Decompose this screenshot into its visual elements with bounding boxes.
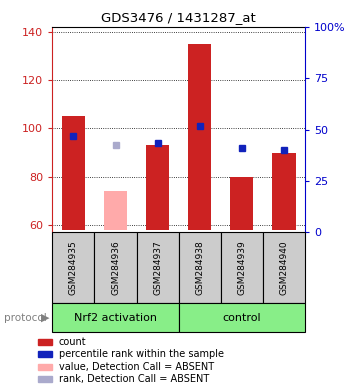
Text: GSM284940: GSM284940 [279,240,288,295]
Bar [104,191,127,230]
Bar [179,232,221,303]
Text: ▶: ▶ [41,313,49,323]
Bar [273,152,296,230]
Bar [263,232,305,303]
Bar [52,303,179,332]
Text: percentile rank within the sample: percentile rank within the sample [58,349,224,359]
Bar [38,376,52,382]
Bar [38,364,52,369]
Text: GSM284939: GSM284939 [238,240,246,295]
Bar [136,232,179,303]
Bar [188,44,211,230]
Bar [146,145,169,230]
Text: rank, Detection Call = ABSENT: rank, Detection Call = ABSENT [58,374,209,384]
Bar [221,232,263,303]
Text: GSM284935: GSM284935 [69,240,78,295]
Title: GDS3476 / 1431287_at: GDS3476 / 1431287_at [101,11,256,24]
Text: value, Detection Call = ABSENT: value, Detection Call = ABSENT [58,361,214,372]
Text: GSM284936: GSM284936 [111,240,120,295]
Bar [38,339,52,344]
Bar [230,177,253,230]
Text: control: control [223,313,261,323]
Text: protocol: protocol [4,313,46,323]
Bar [52,232,95,303]
Text: count: count [58,336,86,347]
Bar [95,232,136,303]
Bar [62,116,85,230]
Bar [38,351,52,357]
Text: GSM284938: GSM284938 [195,240,204,295]
Text: Nrf2 activation: Nrf2 activation [74,313,157,323]
Text: GSM284937: GSM284937 [153,240,162,295]
Bar [179,303,305,332]
